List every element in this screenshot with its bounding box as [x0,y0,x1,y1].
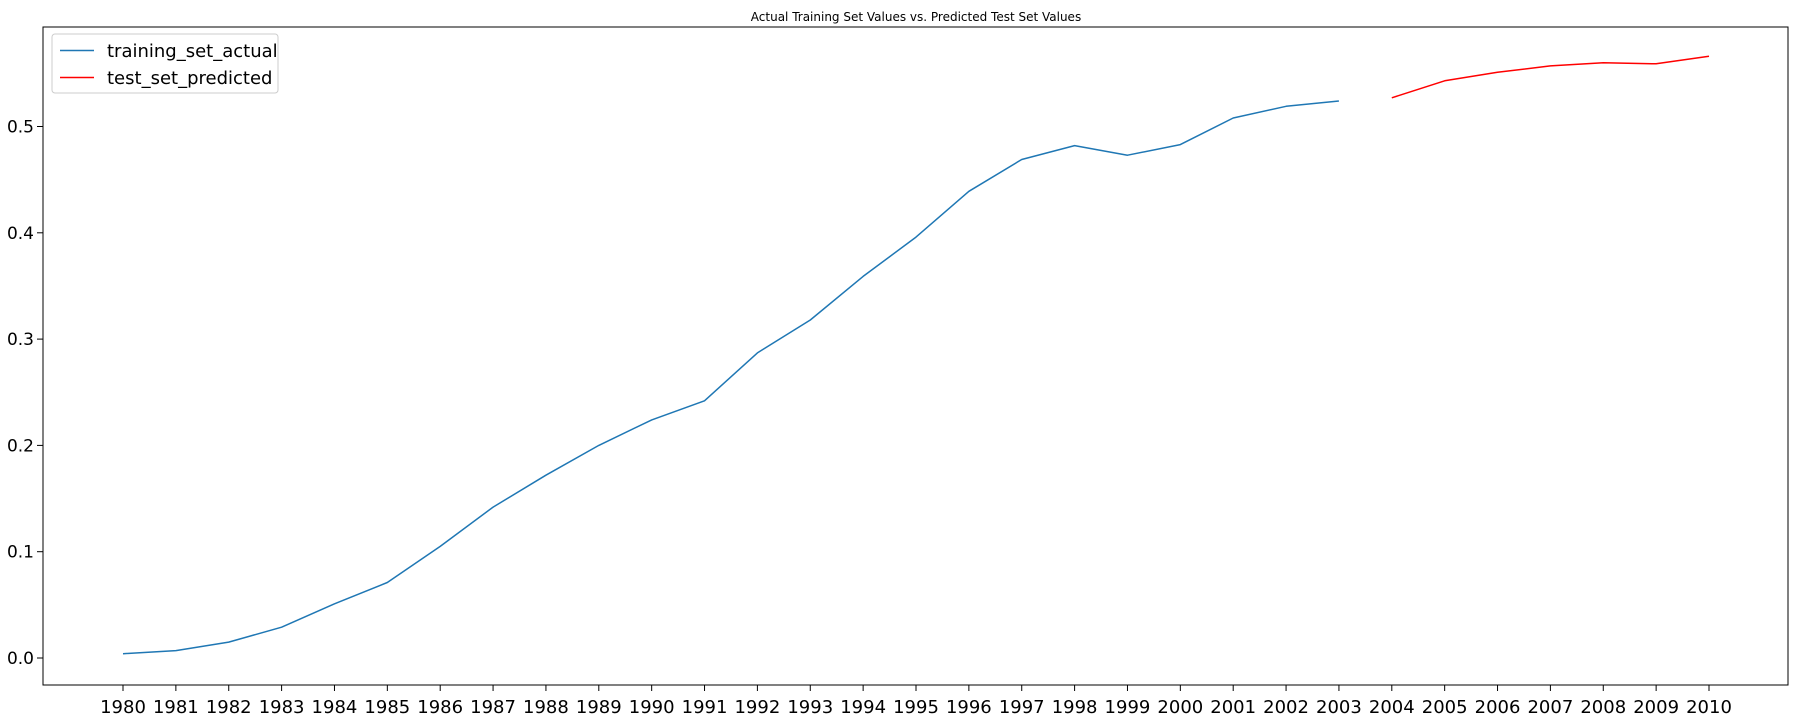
x-tick-label: 1999 [1105,697,1151,718]
x-tick-label: 1990 [629,697,675,718]
y-tick-label: 0.1 [7,543,34,563]
x-tick-label: 1995 [893,697,939,718]
x-tick-label: 1994 [840,697,886,718]
y-tick-label: 0.4 [7,224,34,244]
x-tick-label: 2002 [1263,697,1309,718]
x-tick-label: 1997 [999,697,1045,718]
x-tick-label: 1996 [946,697,992,718]
x-tick-label: 2004 [1369,697,1415,718]
y-tick-label: 0.0 [7,649,34,669]
x-tick-label: 1992 [734,697,780,718]
x-tick-label: 1987 [470,697,516,718]
x-tick-label: 1991 [682,697,728,718]
x-tick-label: 1980 [100,697,146,718]
x-tick-label: 2010 [1686,697,1732,718]
x-tick-label: 1998 [1052,697,1098,718]
series-line-training-set-actual [122,100,1339,655]
legend-label-training-set-actual: training_set_actual [107,41,278,62]
x-tick-label: 2003 [1316,697,1362,718]
x-tick-label: 2005 [1422,697,1468,718]
y-axis: 0.0 0.1 0.2 0.3 0.4 0.5 [7,118,43,669]
chart-title: Actual Training Set Values vs. Predicted… [751,10,1081,24]
x-tick-label: 1986 [417,697,463,718]
x-tick-label: 1982 [206,697,252,718]
x-tick-label: 1989 [576,697,622,718]
x-tick-label: 2006 [1475,697,1521,718]
x-tick-label: 2001 [1210,697,1256,718]
x-tick-label: 1983 [259,697,305,718]
y-tick-label: 0.5 [7,118,34,138]
x-axis: 1980 1981 1982 1983 1984 1985 1986 1987 1988 1989… [100,685,1732,718]
plot-frame [42,26,1789,686]
x-tick-label: 2000 [1157,697,1203,718]
legend-box [51,33,279,94]
legend: training_set_actual test_set_predicted [51,33,279,94]
x-tick-label: 2007 [1527,697,1573,718]
x-tick-label: 1984 [312,697,358,718]
x-tick-label: 2009 [1633,697,1679,718]
y-tick-label: 0.3 [7,330,34,350]
y-tick-label: 0.2 [7,436,34,456]
x-tick-label: 1993 [787,697,833,718]
x-tick-label: 1985 [364,697,410,718]
series-layer [122,55,1710,655]
series-line-test-set-predicted [1391,55,1710,99]
x-tick-label: 2008 [1580,697,1626,718]
x-tick-label: 1981 [153,697,199,718]
x-tick-label: 1988 [523,697,569,718]
legend-label-test-set-predicted: test_set_predicted [107,68,272,89]
